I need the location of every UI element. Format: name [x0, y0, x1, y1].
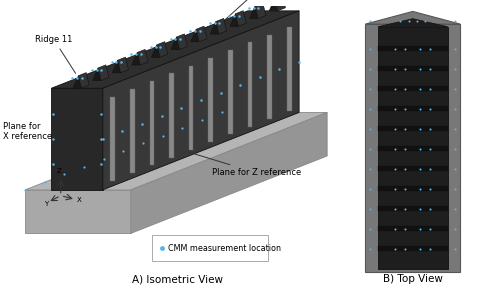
- Polygon shape: [177, 34, 187, 50]
- Bar: [378, 246, 448, 251]
- Polygon shape: [196, 26, 207, 42]
- Bar: [378, 146, 448, 151]
- Polygon shape: [137, 49, 148, 65]
- Polygon shape: [248, 42, 252, 127]
- Bar: [378, 46, 448, 51]
- Polygon shape: [151, 45, 160, 57]
- Polygon shape: [93, 68, 101, 80]
- Text: Ridge 1: Ridge 1: [0, 300, 1, 301]
- Polygon shape: [110, 97, 115, 181]
- Bar: [378, 86, 448, 91]
- Text: Y: Y: [44, 201, 48, 207]
- Polygon shape: [103, 11, 299, 190]
- Polygon shape: [98, 65, 109, 80]
- Bar: [378, 166, 448, 171]
- Bar: [378, 226, 448, 231]
- Text: CMM measurement location: CMM measurement location: [168, 244, 281, 253]
- Text: X: X: [77, 197, 82, 203]
- Polygon shape: [78, 73, 89, 88]
- Polygon shape: [378, 19, 448, 27]
- Polygon shape: [267, 35, 272, 119]
- Polygon shape: [275, 0, 286, 11]
- Polygon shape: [157, 42, 168, 57]
- Bar: [378, 106, 448, 111]
- Polygon shape: [189, 66, 193, 150]
- Text: A) Isometric View: A) Isometric View: [132, 274, 223, 284]
- Bar: [378, 66, 448, 71]
- Polygon shape: [210, 21, 219, 34]
- Polygon shape: [250, 6, 258, 19]
- Bar: [378, 126, 448, 131]
- Bar: [378, 186, 448, 191]
- Polygon shape: [255, 3, 266, 19]
- Polygon shape: [216, 18, 227, 34]
- Polygon shape: [235, 11, 246, 26]
- Polygon shape: [150, 81, 154, 166]
- Polygon shape: [51, 88, 103, 190]
- Polygon shape: [169, 73, 174, 158]
- Polygon shape: [171, 37, 180, 50]
- Polygon shape: [73, 76, 81, 88]
- Bar: [378, 27, 448, 269]
- Polygon shape: [131, 113, 327, 233]
- Polygon shape: [191, 29, 199, 42]
- Polygon shape: [132, 52, 140, 65]
- FancyBboxPatch shape: [152, 235, 268, 262]
- Polygon shape: [230, 14, 239, 26]
- Text: Ridge 11: Ridge 11: [35, 35, 76, 73]
- Text: Plane for
X reference: Plane for X reference: [3, 122, 53, 144]
- Text: Plane for Y reference: Plane for Y reference: [216, 0, 323, 27]
- Text: Z: Z: [57, 168, 62, 174]
- Polygon shape: [365, 11, 460, 24]
- Text: Plane for Z reference: Plane for Z reference: [188, 152, 301, 177]
- Polygon shape: [208, 58, 213, 142]
- Polygon shape: [130, 89, 134, 173]
- Polygon shape: [112, 60, 120, 73]
- Polygon shape: [118, 57, 129, 73]
- Polygon shape: [25, 190, 131, 233]
- Text: B) Top View: B) Top View: [383, 274, 443, 284]
- Polygon shape: [228, 50, 233, 135]
- Polygon shape: [269, 0, 277, 11]
- Polygon shape: [287, 27, 292, 111]
- Polygon shape: [51, 11, 299, 88]
- Polygon shape: [25, 113, 327, 190]
- Bar: [378, 206, 448, 211]
- Bar: [365, 24, 460, 272]
